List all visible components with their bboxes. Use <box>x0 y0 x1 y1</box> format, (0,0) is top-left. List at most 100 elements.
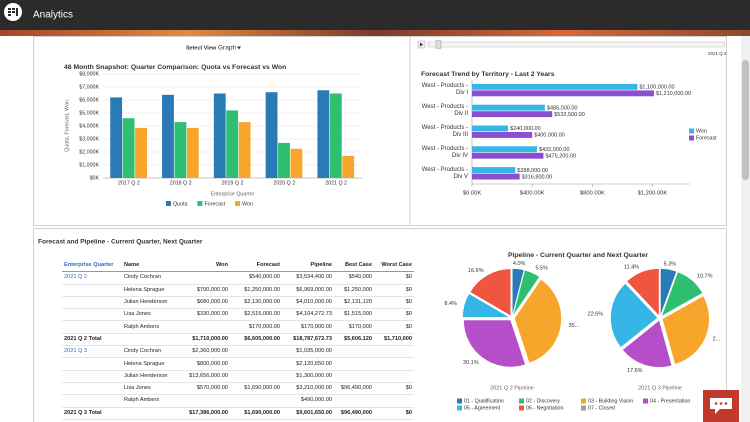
table-cell: $2,515,000.00 <box>230 308 282 322</box>
legend-label: Quota <box>173 201 187 207</box>
bar <box>174 122 187 178</box>
empty-cell <box>62 320 122 334</box>
y-tick-label: West - Products - Div IV <box>421 145 468 159</box>
empty-cell <box>230 370 282 383</box>
table-cell: $6,605,000.00 <box>230 332 282 347</box>
table-header-row: Enterprise Quarter Name Won Forecast Pipelin… <box>62 260 414 273</box>
data-table: Enterprise Quarter Name Won Forecast Pipelin… <box>62 260 414 420</box>
value-label: $316,800.00 <box>522 174 553 180</box>
legend-swatch <box>457 405 462 411</box>
empty-cell <box>374 345 414 359</box>
y-axis-label: Quota, Forecast, Won <box>64 100 70 152</box>
value-label: 30.1% <box>463 360 479 366</box>
table-cell: Ralph Ambers <box>122 320 178 334</box>
bar <box>342 155 355 178</box>
value-label: 2... <box>713 337 721 343</box>
bar <box>472 167 516 173</box>
table-cell: Ralph Ambers <box>122 394 178 408</box>
pie-slice <box>514 279 562 364</box>
table-cell: $4,104,272.73 <box>282 308 334 322</box>
x-tick-label: 2017 Q 2 <box>118 180 140 186</box>
table-row: Helena Sprague $800,000.00 $2,120,650.00 <box>62 357 414 371</box>
header-bar <box>0 0 750 30</box>
table-row: Ralph Ambers $170,000.00 $170,000.00 $170,0… <box>62 320 414 334</box>
table-cell: $6,969,000.00 <box>282 284 334 297</box>
table-cell: Lisa Jones <box>122 382 178 396</box>
y-tick-label: $5,000K <box>79 110 99 116</box>
column-header: Worst Case <box>374 260 414 273</box>
table-row: 2021 Q 2 Cindy Cochran $540,000.00 $3,534,4… <box>62 271 414 285</box>
table-cell: $0 <box>374 308 414 322</box>
scrollbar[interactable] <box>741 36 750 422</box>
table-cell: Helena Sprague <box>122 284 178 297</box>
y-tick-label: $1,000K <box>79 162 99 168</box>
empty-cell <box>334 345 374 359</box>
x-tick-label: $800.00K <box>580 191 605 197</box>
timeline-track[interactable] <box>427 41 726 48</box>
pie-slice <box>626 268 660 317</box>
table-row: 2021 Q 2 Total $1,710,000.00 $6,605,000.00… <box>62 332 414 347</box>
chat-icon <box>710 398 732 414</box>
pie-slice <box>469 268 512 317</box>
x-tick-label: $0.00K <box>463 191 482 197</box>
dropdown-arrow[interactable] <box>237 46 241 50</box>
view-value[interactable]: Graph <box>218 45 236 52</box>
table-cell: Julian Henderson <box>122 370 178 383</box>
empty-cell <box>62 284 122 297</box>
value-label: $432,000.00 <box>539 147 570 153</box>
empty-cell <box>122 332 178 347</box>
legend-swatch <box>581 398 586 404</box>
legend-swatch <box>457 398 462 404</box>
table-cell: $2,360,000.00 <box>178 345 230 359</box>
bottom-panel <box>33 228 727 422</box>
legend-swatch <box>519 398 524 404</box>
bar <box>472 83 638 90</box>
x-tick-label: 2021 Q 2 <box>325 180 347 186</box>
empty-cell <box>122 406 178 420</box>
bar <box>238 122 251 178</box>
legend-swatch <box>166 201 171 206</box>
value-label: 5.5% <box>535 265 548 271</box>
table-cell: $1,300,000.00 <box>282 370 334 383</box>
table-cell: Cindy Cochran <box>122 345 178 359</box>
bar <box>162 94 174 178</box>
table-cell: $18,787,672.73 <box>282 332 334 347</box>
table-cell: $540,000 <box>334 271 374 285</box>
table-cell: $17,386,000.00 <box>178 406 230 420</box>
bar <box>472 111 553 118</box>
value-label: 11.4% <box>624 264 639 270</box>
bar <box>226 110 239 178</box>
scroll-thumb[interactable] <box>742 60 749 180</box>
x-axis-label: Enterprise Quarter <box>211 191 255 197</box>
table-cell: $0 <box>374 382 414 396</box>
chat-dot <box>724 402 728 405</box>
pie-slice <box>662 295 710 365</box>
empty-cell <box>374 394 414 408</box>
table-cell: $170,000.00 <box>282 320 334 334</box>
bar <box>472 152 544 159</box>
legend-swatch <box>643 398 648 404</box>
table-cell: $3,210,000.00 <box>282 382 334 396</box>
legend-swatch <box>235 201 241 206</box>
table-cell: $4,010,000.00 <box>282 296 334 310</box>
column-header: Name <box>122 260 178 273</box>
table-cell: $490,000.00 <box>282 394 334 408</box>
y-tick-label: $0K <box>90 175 100 181</box>
value-label: $400,000.00 <box>534 133 565 139</box>
banner-strip <box>0 30 750 36</box>
empty-cell <box>178 271 230 285</box>
table-cell: 2021 Q 3 Total <box>62 406 122 420</box>
empty-cell <box>230 345 282 359</box>
table-row: Lisa Jones $330,000.00 $2,515,000.00 $4,104… <box>62 308 414 322</box>
pie-slice <box>512 268 525 316</box>
empty-cell <box>334 370 374 383</box>
y-tick-label: $3,000K <box>79 136 99 142</box>
value-label: 4.0% <box>513 261 526 267</box>
timeline-handle[interactable] <box>435 40 442 49</box>
legend-label: 05 - Agreement <box>464 405 501 411</box>
table-cell: $680,000.00 <box>178 296 230 310</box>
table-cell: $9,601,650.00 <box>282 406 334 420</box>
table-cell: $3,534,400.00 <box>282 271 334 285</box>
